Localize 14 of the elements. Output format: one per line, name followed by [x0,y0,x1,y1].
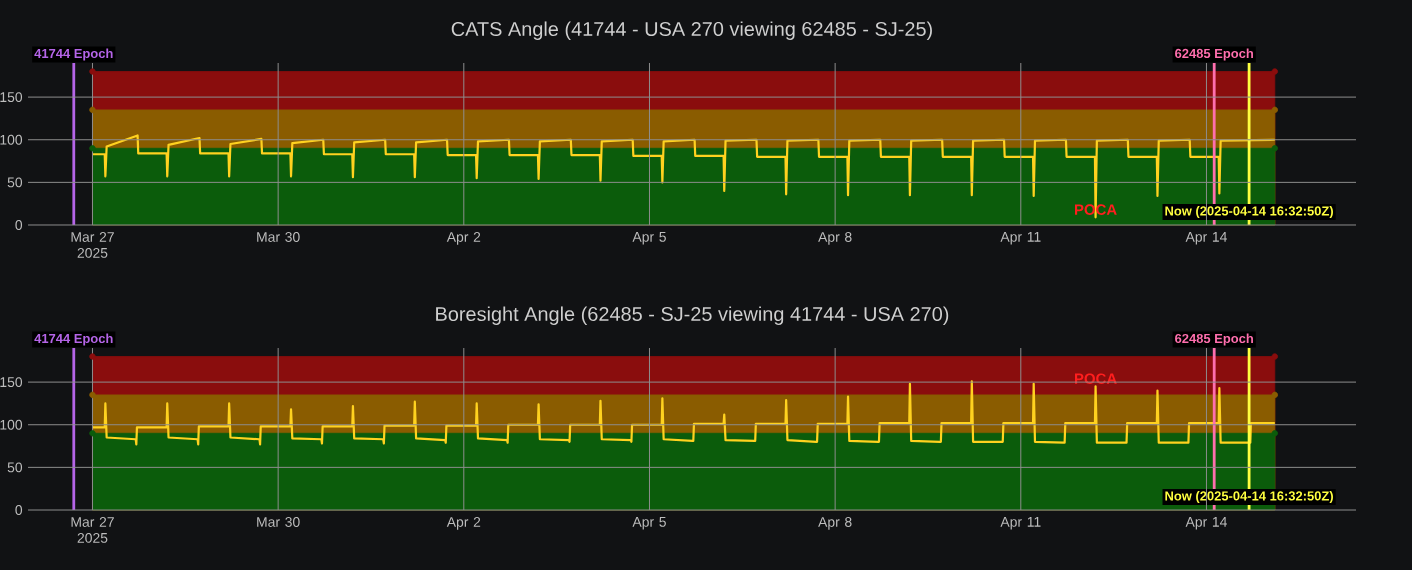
point [89,68,96,75]
point [89,145,96,152]
point [89,106,96,114]
point [1271,68,1278,75]
point [1271,353,1278,360]
point [89,430,96,437]
point [1271,106,1278,114]
point [1271,145,1278,152]
point [1271,430,1278,437]
chart-title: CATS Angle (41744 - USA 270 viewing 62485 - SJ-25) [451,21,932,40]
point [89,391,96,399]
point [89,353,96,360]
point [1271,391,1278,399]
chart-title: Boresight Angle (62485 - SJ-25 viewing 41744 - USA 270) [436,306,949,325]
